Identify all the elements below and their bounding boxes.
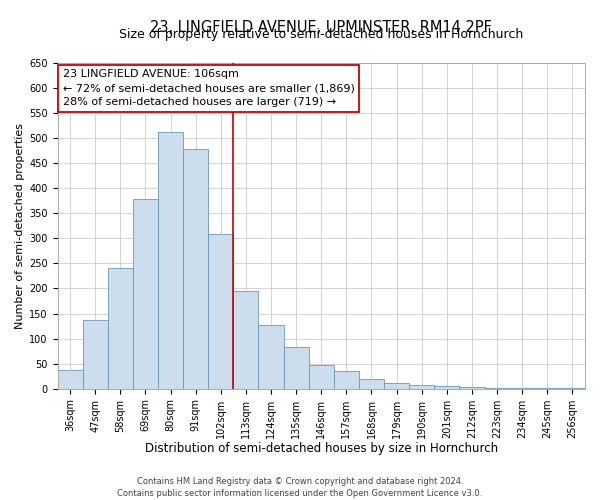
Bar (158, 132, 183, 388)
Bar (409, 384, 434, 388)
Bar (334, 371, 359, 388)
Bar (284, 347, 308, 389)
Bar (359, 378, 384, 388)
Bar (208, 234, 233, 388)
Bar (233, 291, 259, 388)
Bar (183, 149, 208, 388)
Bar (308, 364, 334, 388)
Y-axis label: Number of semi-detached properties: Number of semi-detached properties (15, 122, 25, 328)
Bar (384, 382, 409, 388)
Title: Size of property relative to semi-detached houses in Hornchurch: Size of property relative to semi-detach… (119, 28, 523, 40)
Bar (259, 325, 284, 388)
Bar (58, 370, 83, 388)
Bar (108, 268, 133, 388)
Text: 23 LINGFIELD AVENUE: 106sqm
← 72% of semi-detached houses are smaller (1,869)
28: 23 LINGFIELD AVENUE: 106sqm ← 72% of sem… (63, 69, 355, 107)
X-axis label: Distribution of semi-detached houses by size in Hornchurch: Distribution of semi-detached houses by … (145, 442, 498, 455)
Bar (133, 199, 158, 388)
Bar (434, 386, 460, 388)
Bar (83, 320, 108, 388)
Text: 23, LINGFIELD AVENUE, UPMINSTER, RM14 2PF: 23, LINGFIELD AVENUE, UPMINSTER, RM14 2P… (151, 20, 492, 35)
Bar (460, 387, 485, 388)
Text: Contains HM Land Registry data © Crown copyright and database right 2024.
Contai: Contains HM Land Registry data © Crown c… (118, 476, 482, 498)
